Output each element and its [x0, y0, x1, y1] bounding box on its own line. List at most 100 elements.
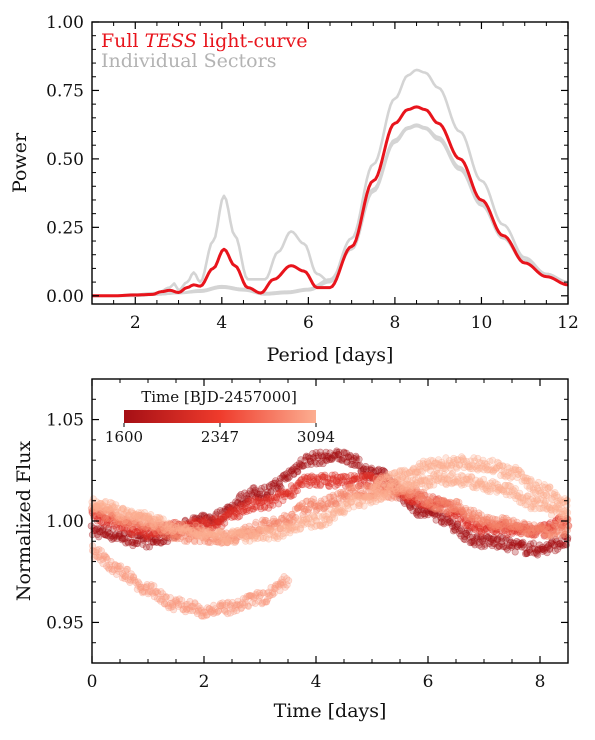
- flux-point: [155, 521, 163, 529]
- flux-point: [226, 503, 234, 511]
- flux-point: [123, 525, 131, 533]
- flux-point: [256, 490, 264, 498]
- flux-point: [107, 511, 115, 519]
- flux-point: [394, 488, 402, 496]
- flux-point: [118, 536, 126, 544]
- flux-point: [263, 491, 271, 499]
- flux-point: [504, 546, 512, 554]
- flux-point: [437, 518, 445, 526]
- flux-point: [172, 518, 180, 526]
- flux-point: [437, 514, 445, 522]
- flux-point: [331, 451, 339, 459]
- flux-point: [187, 519, 195, 527]
- flux-point: [462, 529, 470, 537]
- flux-point: [166, 521, 174, 529]
- flux-point: [363, 471, 371, 479]
- flux-point: [339, 476, 347, 484]
- flux-point: [217, 518, 225, 526]
- flux-point: [340, 454, 348, 462]
- flux-point: [138, 526, 146, 534]
- flux-point: [346, 451, 354, 459]
- flux-point: [282, 490, 290, 498]
- flux-point: [325, 482, 333, 490]
- y-tick-label: 0.50: [46, 150, 84, 170]
- flux-point: [470, 539, 478, 547]
- flux-point: [183, 526, 191, 534]
- flux-point: [315, 475, 323, 483]
- flux-point: [532, 548, 540, 556]
- flux-point: [319, 473, 327, 481]
- flux-point: [344, 480, 352, 488]
- flux-point: [299, 462, 307, 470]
- flux-point: [216, 514, 224, 522]
- flux-point: [296, 480, 304, 488]
- flux-point: [189, 525, 197, 533]
- flux-point: [362, 462, 370, 470]
- lightcurve-points: [87, 447, 573, 620]
- flux-point: [228, 501, 236, 509]
- flux-point: [99, 519, 107, 527]
- flux-point: [348, 457, 356, 465]
- flux-point: [513, 542, 521, 550]
- x-tick-label: 4: [216, 313, 227, 333]
- flux-point: [319, 460, 327, 468]
- flux-point: [406, 503, 414, 511]
- flux-point: [226, 506, 234, 514]
- flux-point: [404, 496, 412, 504]
- flux-point: [529, 544, 537, 552]
- flux-point: [158, 534, 166, 542]
- flux-point: [301, 477, 309, 485]
- flux-point: [117, 523, 125, 531]
- flux-point: [265, 483, 273, 491]
- flux-point: [523, 550, 531, 558]
- flux-point: [241, 489, 249, 497]
- flux-point: [171, 532, 179, 540]
- flux-point: [171, 522, 179, 530]
- flux-point: [357, 468, 365, 476]
- flux-point: [249, 505, 257, 513]
- flux-point: [427, 506, 435, 514]
- flux-point: [513, 537, 521, 545]
- flux-point: [120, 529, 128, 537]
- flux-point: [312, 460, 320, 468]
- flux-point: [462, 529, 470, 537]
- flux-point: [277, 484, 285, 492]
- flux-point: [476, 535, 484, 543]
- flux-point: [282, 470, 290, 478]
- flux-point: [220, 513, 228, 521]
- flux-point: [222, 511, 230, 519]
- flux-point: [228, 513, 236, 521]
- flux-point: [413, 507, 421, 515]
- flux-point: [142, 535, 150, 543]
- x-tick-label: 2: [199, 672, 210, 692]
- flux-point: [372, 472, 380, 480]
- flux-point: [449, 527, 457, 535]
- flux-point: [103, 521, 111, 529]
- flux-point: [149, 538, 157, 546]
- flux-point: [158, 524, 166, 532]
- flux-point: [214, 521, 222, 529]
- flux-point: [214, 518, 222, 526]
- flux-point: [269, 501, 277, 509]
- flux-point: [406, 503, 414, 511]
- flux-point: [110, 533, 118, 541]
- flux-point: [338, 479, 346, 487]
- flux-point: [408, 496, 416, 504]
- flux-point: [219, 515, 227, 523]
- flux-point: [208, 515, 216, 523]
- flux-point: [326, 449, 334, 457]
- flux-point: [507, 538, 515, 546]
- flux-point: [224, 511, 232, 519]
- flux-point: [118, 524, 126, 532]
- flux-point: [130, 519, 138, 527]
- flux-point: [142, 543, 150, 551]
- flux-point: [263, 488, 271, 496]
- flux-point: [290, 484, 298, 492]
- flux-point: [312, 452, 320, 460]
- flux-point: [464, 526, 472, 534]
- flux-point: [554, 540, 562, 548]
- flux-point: [184, 519, 192, 527]
- flux-point: [458, 527, 466, 535]
- flux-point: [196, 519, 204, 527]
- flux-point: [260, 504, 268, 512]
